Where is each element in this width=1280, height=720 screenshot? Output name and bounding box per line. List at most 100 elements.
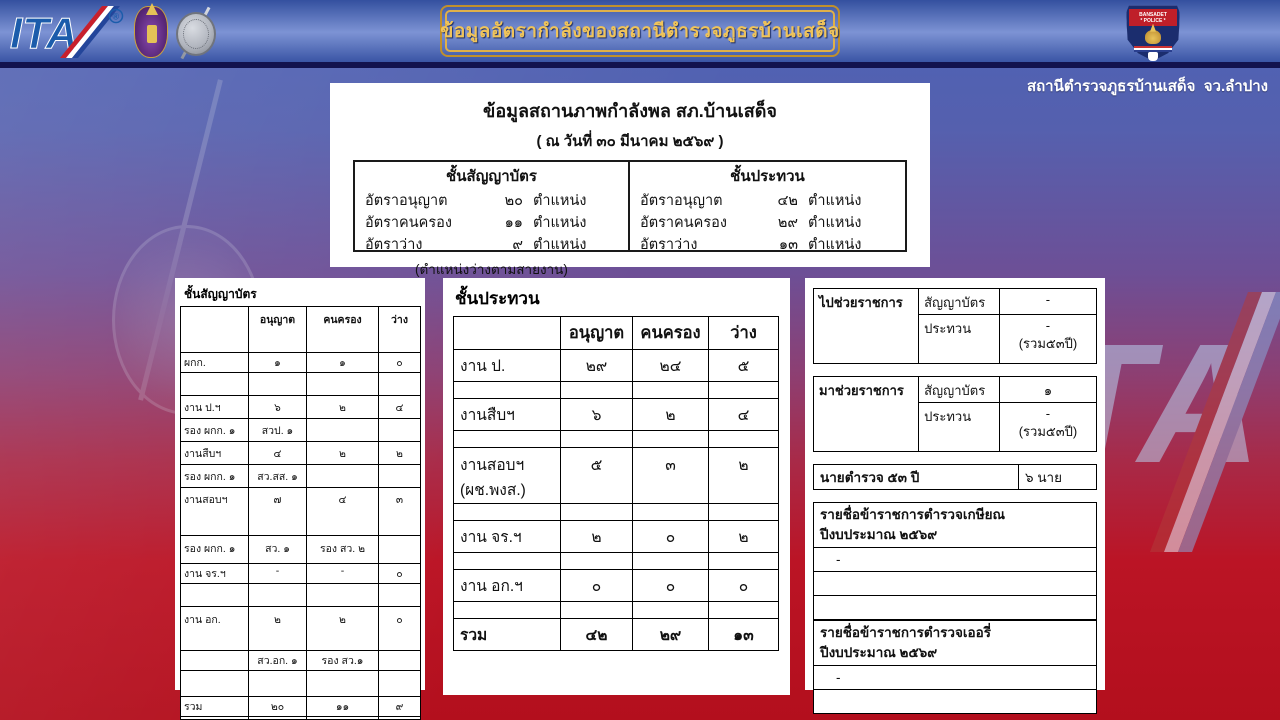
table-header-row: รายชื่อข้าราชการตำรวจเออรี่ ปีงบประมาณ ๒… [813, 620, 1097, 666]
cell: ๒ [632, 398, 709, 431]
header-cell: ว่าง [708, 316, 779, 350]
cell: งานสืบฯ [180, 441, 249, 465]
cell: งาน จร.ฯ [453, 520, 561, 553]
cell: งานสืบฯ [453, 398, 561, 431]
cell: รอง สว. ๒ [306, 535, 379, 564]
commissioned-table: อนุญาต คนครอง ว่าง ผกก. ๑๑๐ งาน ป.ฯ๖๒๔ รอ… [180, 306, 421, 720]
row-value: ๑๑ [504, 215, 523, 231]
cell [306, 670, 379, 697]
cell [708, 601, 779, 619]
cell [453, 601, 561, 619]
cell: งาน จร.ฯ [180, 563, 249, 584]
cell: ไปช่วยราชการ [812, 288, 920, 364]
cell: ๑๑ [306, 696, 379, 717]
table-total-row: รวม ๔๒ ๒๙ ๑๓ [453, 618, 779, 651]
header-cell: คนครอง [632, 316, 709, 350]
police-badge-icon: BANSADET * POLICE * [1126, 5, 1180, 62]
table-row: สว.อก. ๑รอง สว.๑ [180, 650, 421, 671]
cell [560, 601, 633, 619]
cell: ๔ [306, 487, 379, 536]
cell: สว.สส. ๑ [248, 464, 307, 488]
cell [813, 571, 1097, 596]
retired-title-line2: ปีงบประมาณ ๒๕๖๙ [820, 527, 938, 542]
row-value: ๑๓ [778, 237, 798, 253]
cell: สัญญาบัตร [918, 288, 1000, 315]
row-unit: ตำแหน่ง [808, 237, 862, 253]
table-row: ประทวน - (รวม๕๓ปี) [814, 314, 1098, 364]
station-label: สถานีตำรวจภูธรบ้านเสด็จ จว.ลำปาง [1026, 78, 1268, 95]
retired-title-line1: รายชื่อข้าราชการตำรวจเกษียณ [820, 507, 1006, 522]
table-row [180, 716, 421, 720]
cell-note: (รวม๕๓ปี) [1018, 336, 1078, 351]
cell: รอง ผกก. ๑ [180, 535, 249, 564]
early-title-line1: รายชื่อข้าราชการตำรวจเออรี่ [820, 625, 991, 640]
cell: ๔ [248, 441, 307, 465]
cell: ๒ [248, 606, 307, 651]
header-cell: คนครอง [306, 306, 379, 353]
cell: ๒๐ [248, 696, 307, 717]
cell: ๐ [378, 563, 421, 584]
cell [378, 670, 421, 697]
table-row [813, 689, 1097, 714]
table-header-row: รายชื่อข้าราชการตำรวจเกษียณ ปีงบประมาณ ๒… [813, 502, 1097, 548]
cell [632, 430, 709, 448]
summary-title: ข้อมูลสถานภาพกำลังพล สภ.บ้านเสด็จ [483, 101, 777, 121]
cell: ๐ [632, 569, 709, 602]
cell: ๐ [708, 569, 779, 602]
cell: ๖ [560, 398, 633, 431]
cell: รอง ผกก. ๑ [180, 418, 249, 442]
cell-value: - [1045, 406, 1051, 421]
cell: นายตำรวจ ๕๓ ปี [813, 464, 1019, 490]
medal-icon [172, 6, 218, 60]
table-row [180, 583, 421, 607]
cell [632, 503, 709, 521]
cell [378, 650, 421, 671]
cell: งาน ป.ฯ [180, 395, 249, 419]
cell: ๐ [560, 569, 633, 602]
table-header-row: อนุญาต คนครอง ว่าง [453, 316, 779, 350]
side-panel: ไปช่วยราชการ สัญญาบัตร - ประทวน - (รวม๕๓… [805, 278, 1105, 714]
header-cell: อนุญาต [560, 316, 633, 350]
cell: ๒ [560, 520, 633, 553]
table-row [813, 595, 1097, 620]
cell-note: (รวม๕๓ปี) [1018, 424, 1078, 439]
table-row: รอง ผกก. ๑สวป. ๑ [180, 418, 421, 442]
header-cell: รายชื่อข้าราชการตำรวจเออรี่ ปีงบประมาณ ๒… [813, 620, 1097, 666]
ita-logo-text: ITA [10, 9, 78, 58]
cell: ประทวน [918, 402, 1000, 452]
table-row: งานสืบฯ๔๒๒ [180, 441, 421, 465]
non-commissioned-panel: ชั้นประทวน อนุญาต คนครอง ว่าง งาน ป. ๒๙ ๒๔… [443, 278, 790, 695]
cell: งานสอบฯ (ผช.พงส.) [453, 447, 561, 504]
summary-row: อัตราว่าง ๑๓ ตำแหน่ง [630, 234, 905, 256]
row-unit: ตำแหน่ง [533, 215, 587, 231]
row-label: อัตราว่าง [640, 237, 698, 253]
registered-mark: ® [113, 12, 120, 22]
table-row: - [813, 547, 1097, 572]
table-row [453, 552, 779, 570]
badge-text-line1: BANSADET [1139, 11, 1167, 18]
table-row: นายตำรวจ ๕๓ ปี ๖ นาย [813, 464, 1097, 490]
cell [813, 595, 1097, 620]
table-row [453, 381, 779, 399]
row-unit: ตำแหน่ง [808, 215, 862, 231]
summary-commissioned-header: ชั้นสัญญาบัตร [446, 168, 537, 185]
cell [248, 670, 307, 697]
cell [248, 716, 307, 720]
cell: ๕ [560, 447, 633, 504]
table-row: รอง ผกก. ๑สว. ๑รอง สว. ๒ [180, 535, 421, 564]
cell: ๒๔ [632, 349, 709, 382]
cell: ๓ [632, 447, 709, 504]
cell [248, 372, 307, 396]
cell [453, 381, 561, 399]
banner-title-frame: ข้อมูลอัตรากำลังของสถานีตำรวจภูธรบ้านเสด… [440, 5, 840, 57]
cell [378, 418, 421, 442]
summary-commissioned: ชั้นสัญญาบัตร อัตราอนุญาต ๒๐ ตำแหน่ง อัต… [355, 162, 630, 253]
table-row [180, 670, 421, 697]
summary-date: ( ณ วันที่ ๓๐ มีนาคม ๒๕๖๙ ) [536, 133, 724, 150]
cell [306, 418, 379, 442]
row-value: ๒๙ [777, 215, 798, 231]
header-cell [180, 306, 249, 353]
row-value: ๙ [512, 237, 523, 253]
cell [560, 430, 633, 448]
summary-row: อัตราอนุญาต ๔๒ ตำแหน่ง [630, 190, 905, 212]
